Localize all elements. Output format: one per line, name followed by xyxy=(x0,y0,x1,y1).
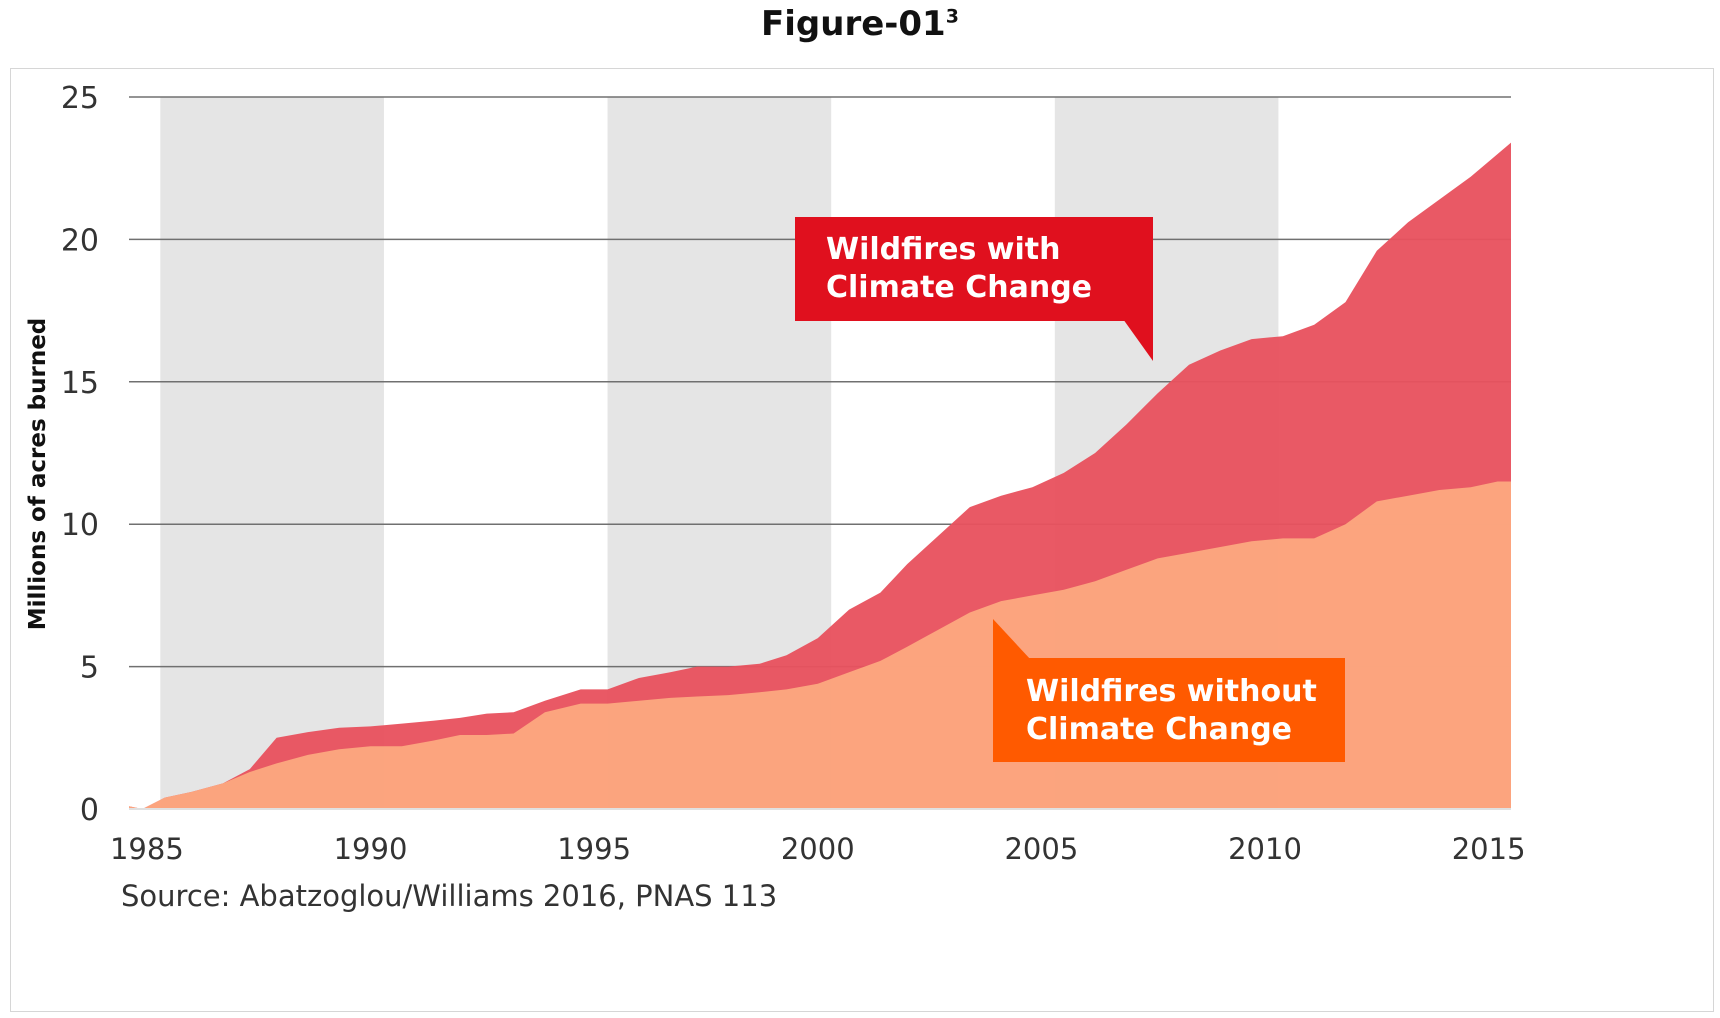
x-tick-labels: 1985 1990 1995 2000 2005 2010 2015 xyxy=(110,832,1526,866)
source-note: Source: Abatzoglou/Williams 2016, PNAS 1… xyxy=(121,879,777,913)
shaded-band-0 xyxy=(160,97,384,809)
callout-label-line: Wildfires with xyxy=(826,232,1061,267)
callout-box xyxy=(795,217,1153,321)
x-tick-2010: 2010 xyxy=(1228,832,1302,866)
chart-frame: 0 5 10 15 20 25 1985 1990 1995 2000 2005 2010 2015 … xyxy=(10,68,1714,1012)
figure-footnote-marker: 3 xyxy=(945,5,959,28)
callout-label-line: Climate Change xyxy=(1026,712,1292,747)
y-tick-20: 20 xyxy=(61,223,99,258)
callout-box xyxy=(993,658,1345,762)
x-tick-2015: 2015 xyxy=(1452,832,1526,866)
callout-pointer xyxy=(993,619,1031,660)
x-tick-2005: 2005 xyxy=(1004,832,1078,866)
y-tick-15: 15 xyxy=(61,366,99,401)
y-tick-0: 0 xyxy=(80,793,99,828)
figure-title-text: Figure-01 xyxy=(761,4,946,44)
x-tick-1995: 1995 xyxy=(557,832,631,866)
y-tick-25: 25 xyxy=(61,81,99,116)
x-tick-2000: 2000 xyxy=(781,832,855,866)
y-tick-5: 5 xyxy=(80,651,99,686)
x-tick-1990: 1990 xyxy=(334,832,408,866)
callout-label-line: Climate Change xyxy=(826,270,1092,305)
figure-title: Figure-013 xyxy=(0,4,1720,44)
y-tick-labels: 0 5 10 15 20 25 xyxy=(61,81,99,828)
y-axis-label: Millions of acres burned xyxy=(25,318,51,631)
callout-label-line: Wildfires without xyxy=(1026,674,1317,709)
x-tick-1985: 1985 xyxy=(110,832,184,866)
y-tick-10: 10 xyxy=(61,508,99,543)
callout-pointer xyxy=(1123,319,1153,361)
